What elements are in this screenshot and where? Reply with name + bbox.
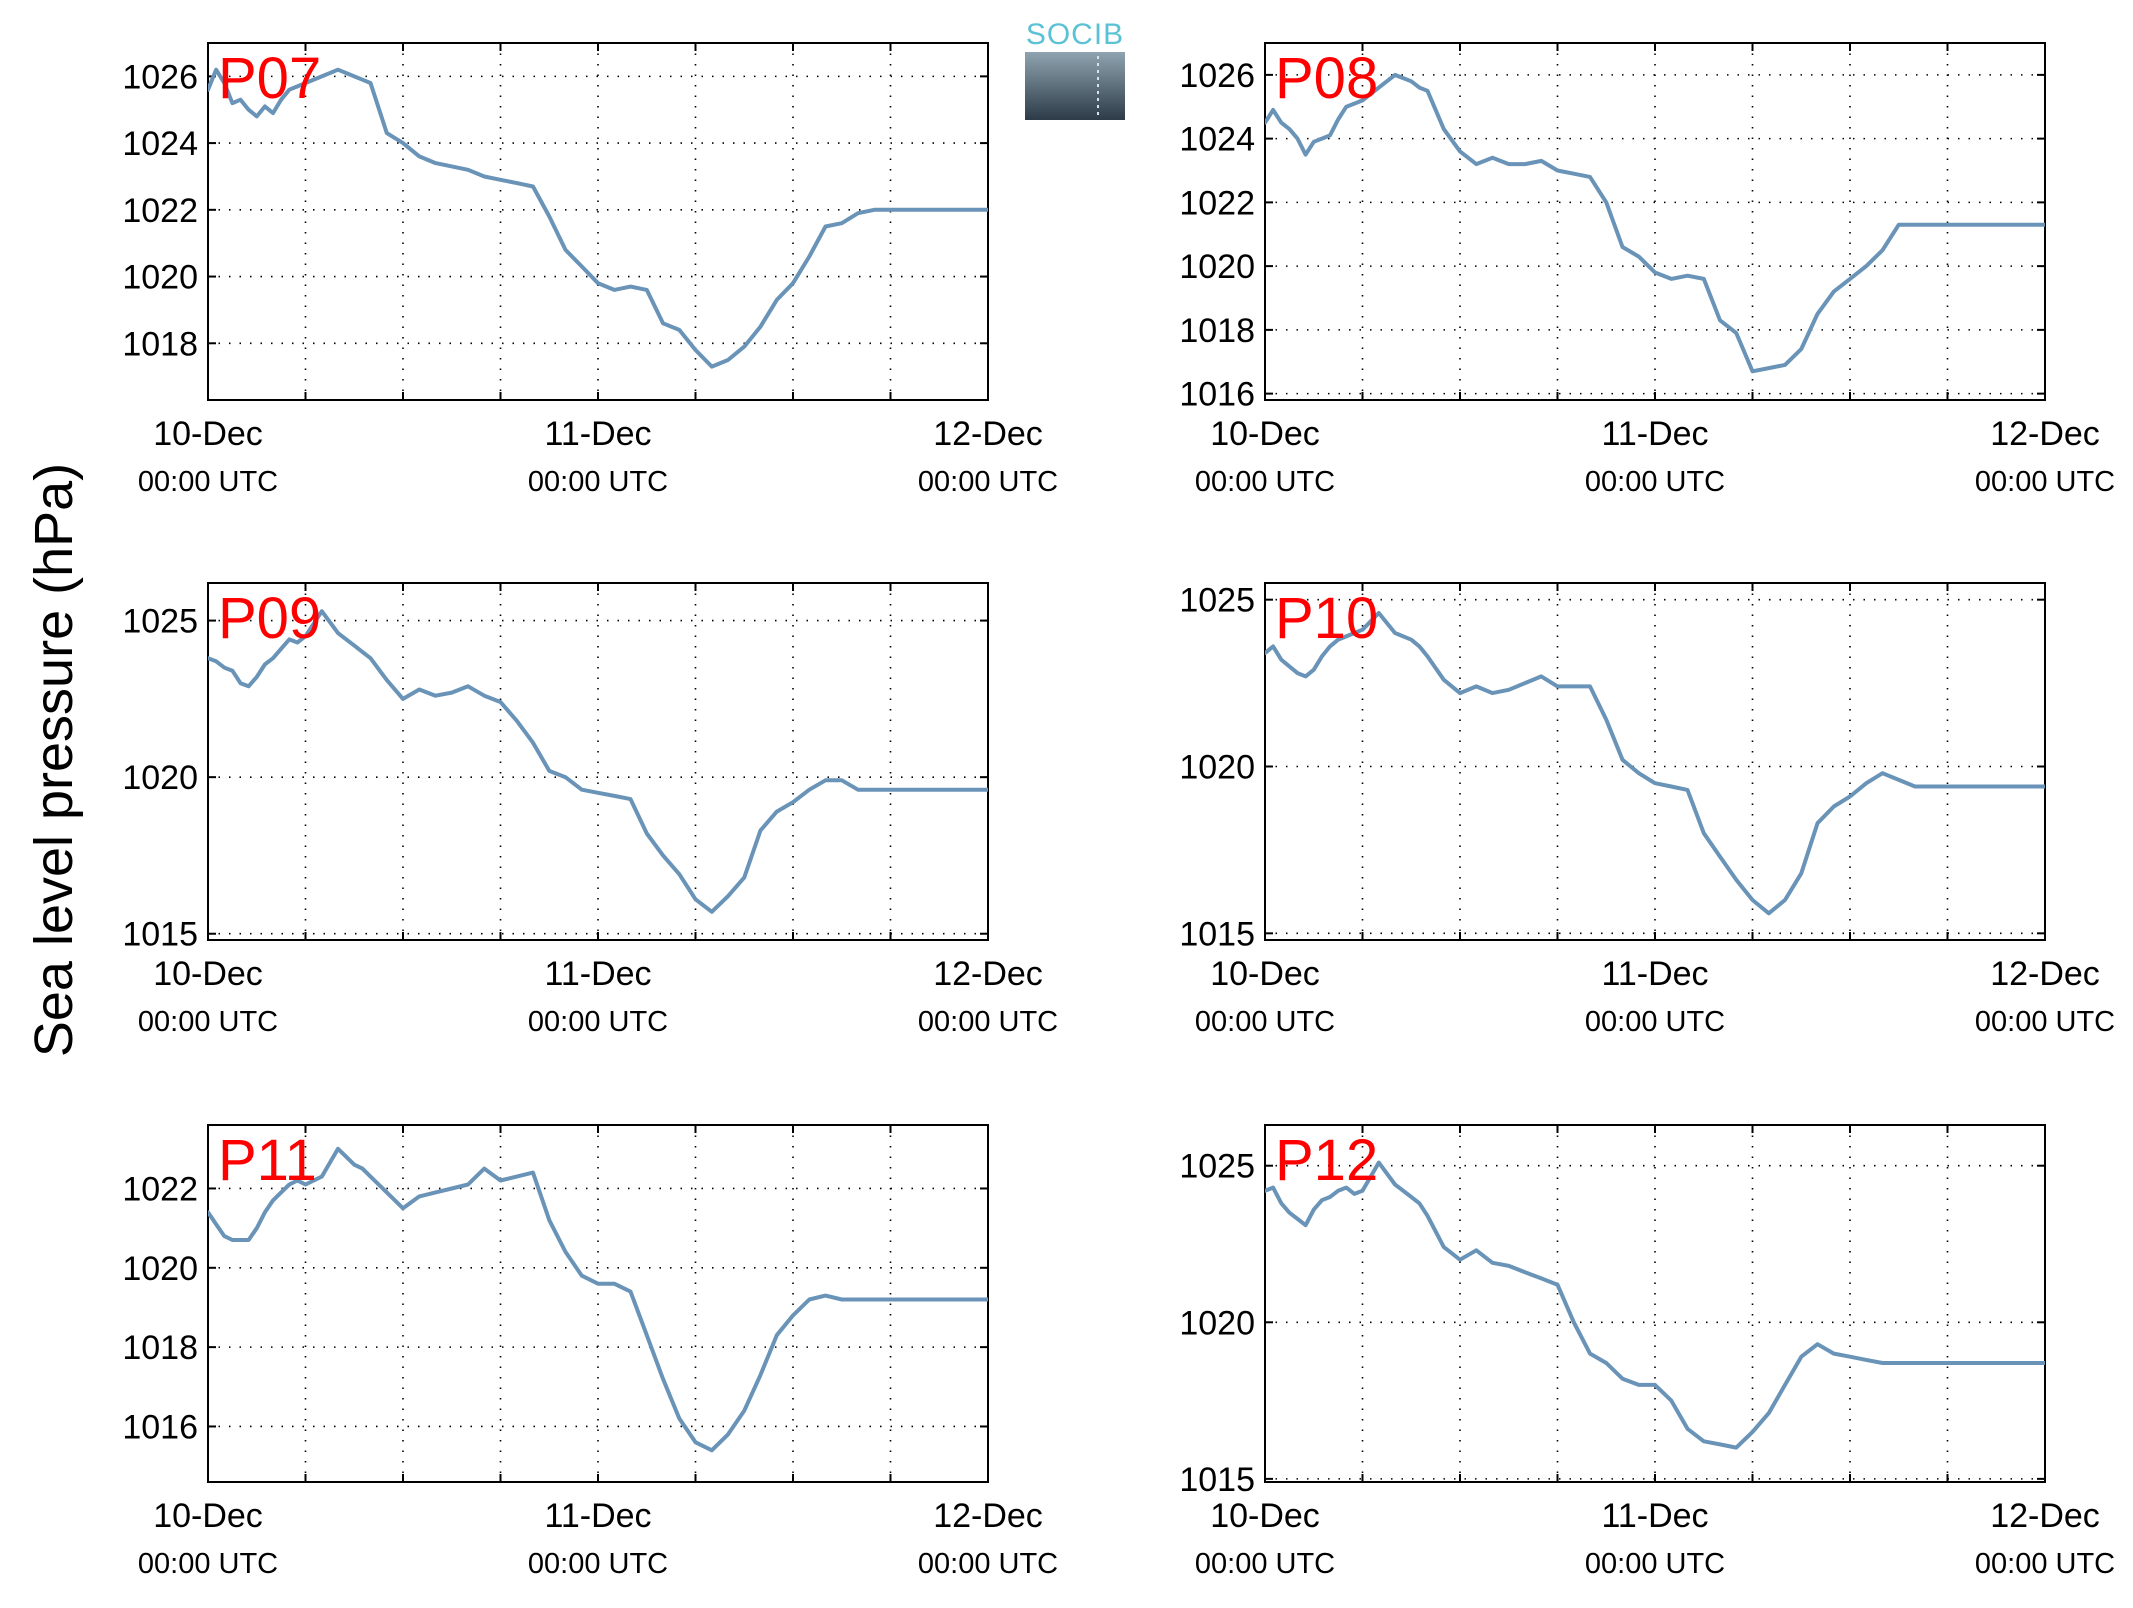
panel-title: P09: [218, 586, 321, 651]
x-tick-time-label: 00:00 UTC: [1975, 1548, 2115, 1580]
x-tick-time-label: 00:00 UTC: [138, 1548, 278, 1580]
x-tick-date-label: 11-Dec: [1601, 1497, 1708, 1535]
x-tick-date-label: 10-Dec: [153, 415, 263, 453]
x-tick-time-label: 00:00 UTC: [1195, 466, 1335, 498]
y-tick-label: 1020: [122, 1250, 198, 1288]
x-tick-date-label: 10-Dec: [153, 955, 263, 993]
x-tick-date-label: 12-Dec: [933, 955, 1043, 993]
x-tick-time-label: 00:00 UTC: [528, 1548, 668, 1580]
x-tick-date-label: 12-Dec: [1990, 415, 2100, 453]
x-tick-date-label: 10-Dec: [153, 1497, 263, 1535]
x-tick-date-label: 11-Dec: [1601, 955, 1708, 993]
y-tick-label: 1025: [1179, 582, 1255, 620]
series-line-p12: [1265, 1160, 2045, 1450]
x-tick-time-label: 00:00 UTC: [1195, 1548, 1335, 1580]
x-tick-date-label: 11-Dec: [544, 1497, 651, 1535]
panel-title: P07: [218, 46, 321, 111]
panels: 1018 1020 1022 1024 1026 10-Dec 00:00 UTC 11-De…: [122, 42, 2115, 1580]
x-tick-time-label: 00:00 UTC: [528, 466, 668, 498]
y-tick-label: 1018: [1179, 312, 1255, 350]
y-tick-label: 1022: [1179, 184, 1255, 222]
x-tick-date-label: 10-Dec: [1210, 955, 1320, 993]
chart-panel-p08: 1016 1018 1020 1022 1024 1026 10-Dec 00:00 UTC 1…: [1179, 42, 2115, 498]
y-tick-label: 1020: [122, 259, 198, 297]
y-tick-label: 1022: [122, 1170, 198, 1208]
panel-title: P08: [1275, 46, 1378, 111]
y-tick-label: 1026: [1179, 57, 1255, 95]
panel-title: P12: [1275, 1128, 1378, 1193]
y-tick-label: 1024: [1179, 121, 1255, 159]
y-tick-label: 1020: [1179, 749, 1255, 787]
y-tick-label: 1018: [122, 1329, 198, 1367]
y-tick-label: 1016: [122, 1408, 198, 1446]
x-tick-time-label: 00:00 UTC: [1585, 1006, 1725, 1038]
y-tick-label: 1015: [1179, 915, 1255, 953]
x-tick-date-label: 12-Dec: [933, 415, 1043, 453]
chart-panel-p07: 1018 1020 1022 1024 1026 10-Dec 00:00 UTC 11-De…: [122, 42, 1058, 498]
series-line-p08: [1265, 72, 2045, 374]
x-tick-date-label: 12-Dec: [1990, 955, 2100, 993]
y-axis-label: Sea level pressure (hPa): [24, 463, 84, 1057]
x-tick-date-label: 10-Dec: [1210, 415, 1320, 453]
logo-mark-icon: [1025, 52, 1125, 120]
x-tick-date-label: 12-Dec: [1990, 1497, 2100, 1535]
y-tick-label: 1026: [122, 58, 198, 96]
panel-title: P11: [218, 1128, 317, 1193]
x-tick-date-label: 12-Dec: [933, 1497, 1043, 1535]
y-tick-label: 1015: [1179, 1461, 1255, 1499]
x-tick-time-label: 00:00 UTC: [1585, 1548, 1725, 1580]
panel-title: P10: [1275, 586, 1378, 651]
y-tick-label: 1024: [122, 125, 198, 163]
y-tick-label: 1025: [1179, 1148, 1255, 1186]
y-tick-label: 1020: [1179, 1304, 1255, 1342]
chart-panel-p12: 1015 1020 1025 10-Dec 00:00 UTC 11-Dec 00:00 U…: [1179, 1124, 2115, 1580]
logo-text: SOCIB: [1026, 18, 1124, 51]
series-line-p10: [1265, 611, 2045, 916]
x-tick-time-label: 00:00 UTC: [1975, 1006, 2115, 1038]
y-tick-label: 1015: [122, 916, 198, 954]
series-line-p09: [208, 609, 988, 914]
y-tick-label: 1022: [122, 192, 198, 230]
series-line-p11: [208, 1146, 988, 1453]
x-tick-date-label: 11-Dec: [1601, 415, 1708, 453]
x-tick-date-label: 11-Dec: [544, 955, 651, 993]
chart-panel-p11: 1016 1018 1020 1022 10-Dec 00:00 UTC 11-Dec 00:…: [122, 1124, 1058, 1580]
x-tick-date-label: 11-Dec: [544, 415, 651, 453]
x-tick-time-label: 00:00 UTC: [918, 1548, 1058, 1580]
y-tick-label: 1018: [122, 325, 198, 363]
series-line-p07: [208, 67, 988, 369]
y-tick-label: 1020: [1179, 248, 1255, 286]
x-tick-time-label: 00:00 UTC: [918, 1006, 1058, 1038]
chart-panel-p09: 1015 1020 1025 10-Dec 00:00 UTC 11-Dec 00:00 U…: [122, 582, 1058, 1038]
socib-logo: SOCIB: [1025, 18, 1125, 120]
x-tick-time-label: 00:00 UTC: [528, 1006, 668, 1038]
x-tick-time-label: 00:00 UTC: [138, 466, 278, 498]
x-tick-time-label: 00:00 UTC: [1195, 1006, 1335, 1038]
y-tick-label: 1016: [1179, 376, 1255, 414]
x-tick-time-label: 00:00 UTC: [918, 466, 1058, 498]
x-tick-date-label: 10-Dec: [1210, 1497, 1320, 1535]
chart-panel-p10: 1015 1020 1025 10-Dec 00:00 UTC 11-Dec 00:00 U…: [1179, 582, 2115, 1038]
y-tick-label: 1020: [122, 759, 198, 797]
x-tick-time-label: 00:00 UTC: [1585, 466, 1725, 498]
x-tick-time-label: 00:00 UTC: [1975, 466, 2115, 498]
y-tick-label: 1025: [122, 603, 198, 641]
x-tick-time-label: 00:00 UTC: [138, 1006, 278, 1038]
